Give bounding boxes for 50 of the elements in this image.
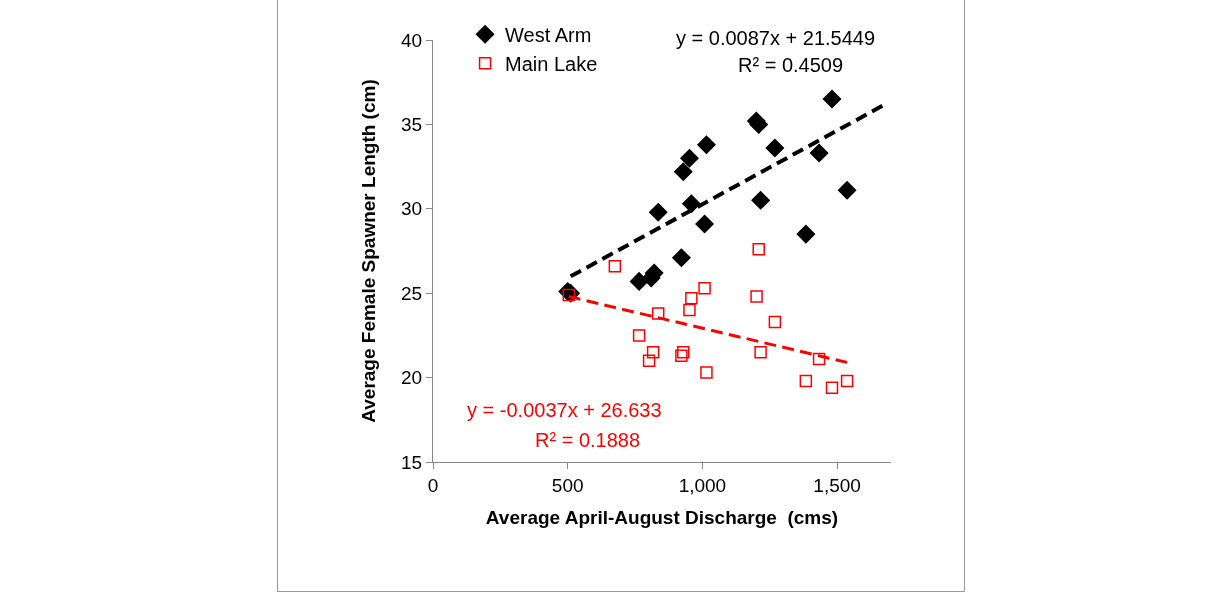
legend-label: West Arm <box>505 23 592 46</box>
point <box>700 366 713 379</box>
annotation: y = -0.0037x + 26.633 <box>467 399 662 421</box>
point <box>672 248 691 267</box>
point <box>629 272 649 291</box>
point <box>680 148 699 168</box>
point <box>562 288 576 302</box>
point <box>812 352 826 366</box>
point <box>768 315 782 329</box>
y-tick-label: 25 <box>401 282 423 304</box>
point <box>698 281 711 295</box>
point <box>632 329 646 342</box>
point <box>825 381 839 394</box>
x-tick-label: 0 <box>427 474 439 496</box>
point <box>682 194 701 213</box>
annotation: R² = 0.4509 <box>738 54 844 76</box>
x-tick-label: 1,000 <box>678 474 727 496</box>
y-tick-label: 15 <box>401 451 423 473</box>
point <box>754 346 767 359</box>
point <box>751 191 770 210</box>
point <box>750 290 763 303</box>
y-tick-label: 20 <box>401 367 423 389</box>
point <box>809 143 829 163</box>
y-axis-title: Average Female Spawner Length (cm) <box>357 79 379 423</box>
annotation: R² = 0.1888 <box>535 429 641 451</box>
point <box>697 135 716 154</box>
y-tick-label: 30 <box>401 198 423 220</box>
point <box>752 243 765 256</box>
point <box>651 307 665 320</box>
point <box>765 138 785 158</box>
y-tick-label: 35 <box>401 114 423 136</box>
point <box>642 354 656 367</box>
point <box>796 224 816 244</box>
point <box>685 292 698 305</box>
legend-label: Main Lake <box>505 52 598 75</box>
point <box>840 374 854 388</box>
x-tick-label: 1,500 <box>813 474 861 496</box>
point <box>674 162 693 181</box>
x-tick-label: 500 <box>551 474 584 496</box>
y-tick-label: 40 <box>401 29 423 51</box>
point <box>837 181 857 200</box>
point <box>608 259 622 273</box>
point <box>683 303 696 317</box>
point <box>649 202 668 222</box>
point <box>799 374 813 388</box>
point <box>646 346 660 359</box>
annotation: y = 0.0087x + 21.5449 <box>676 27 876 49</box>
point <box>695 214 714 234</box>
point <box>822 89 842 109</box>
x-axis-title: Average April-August Discharge (cms) <box>485 506 839 528</box>
